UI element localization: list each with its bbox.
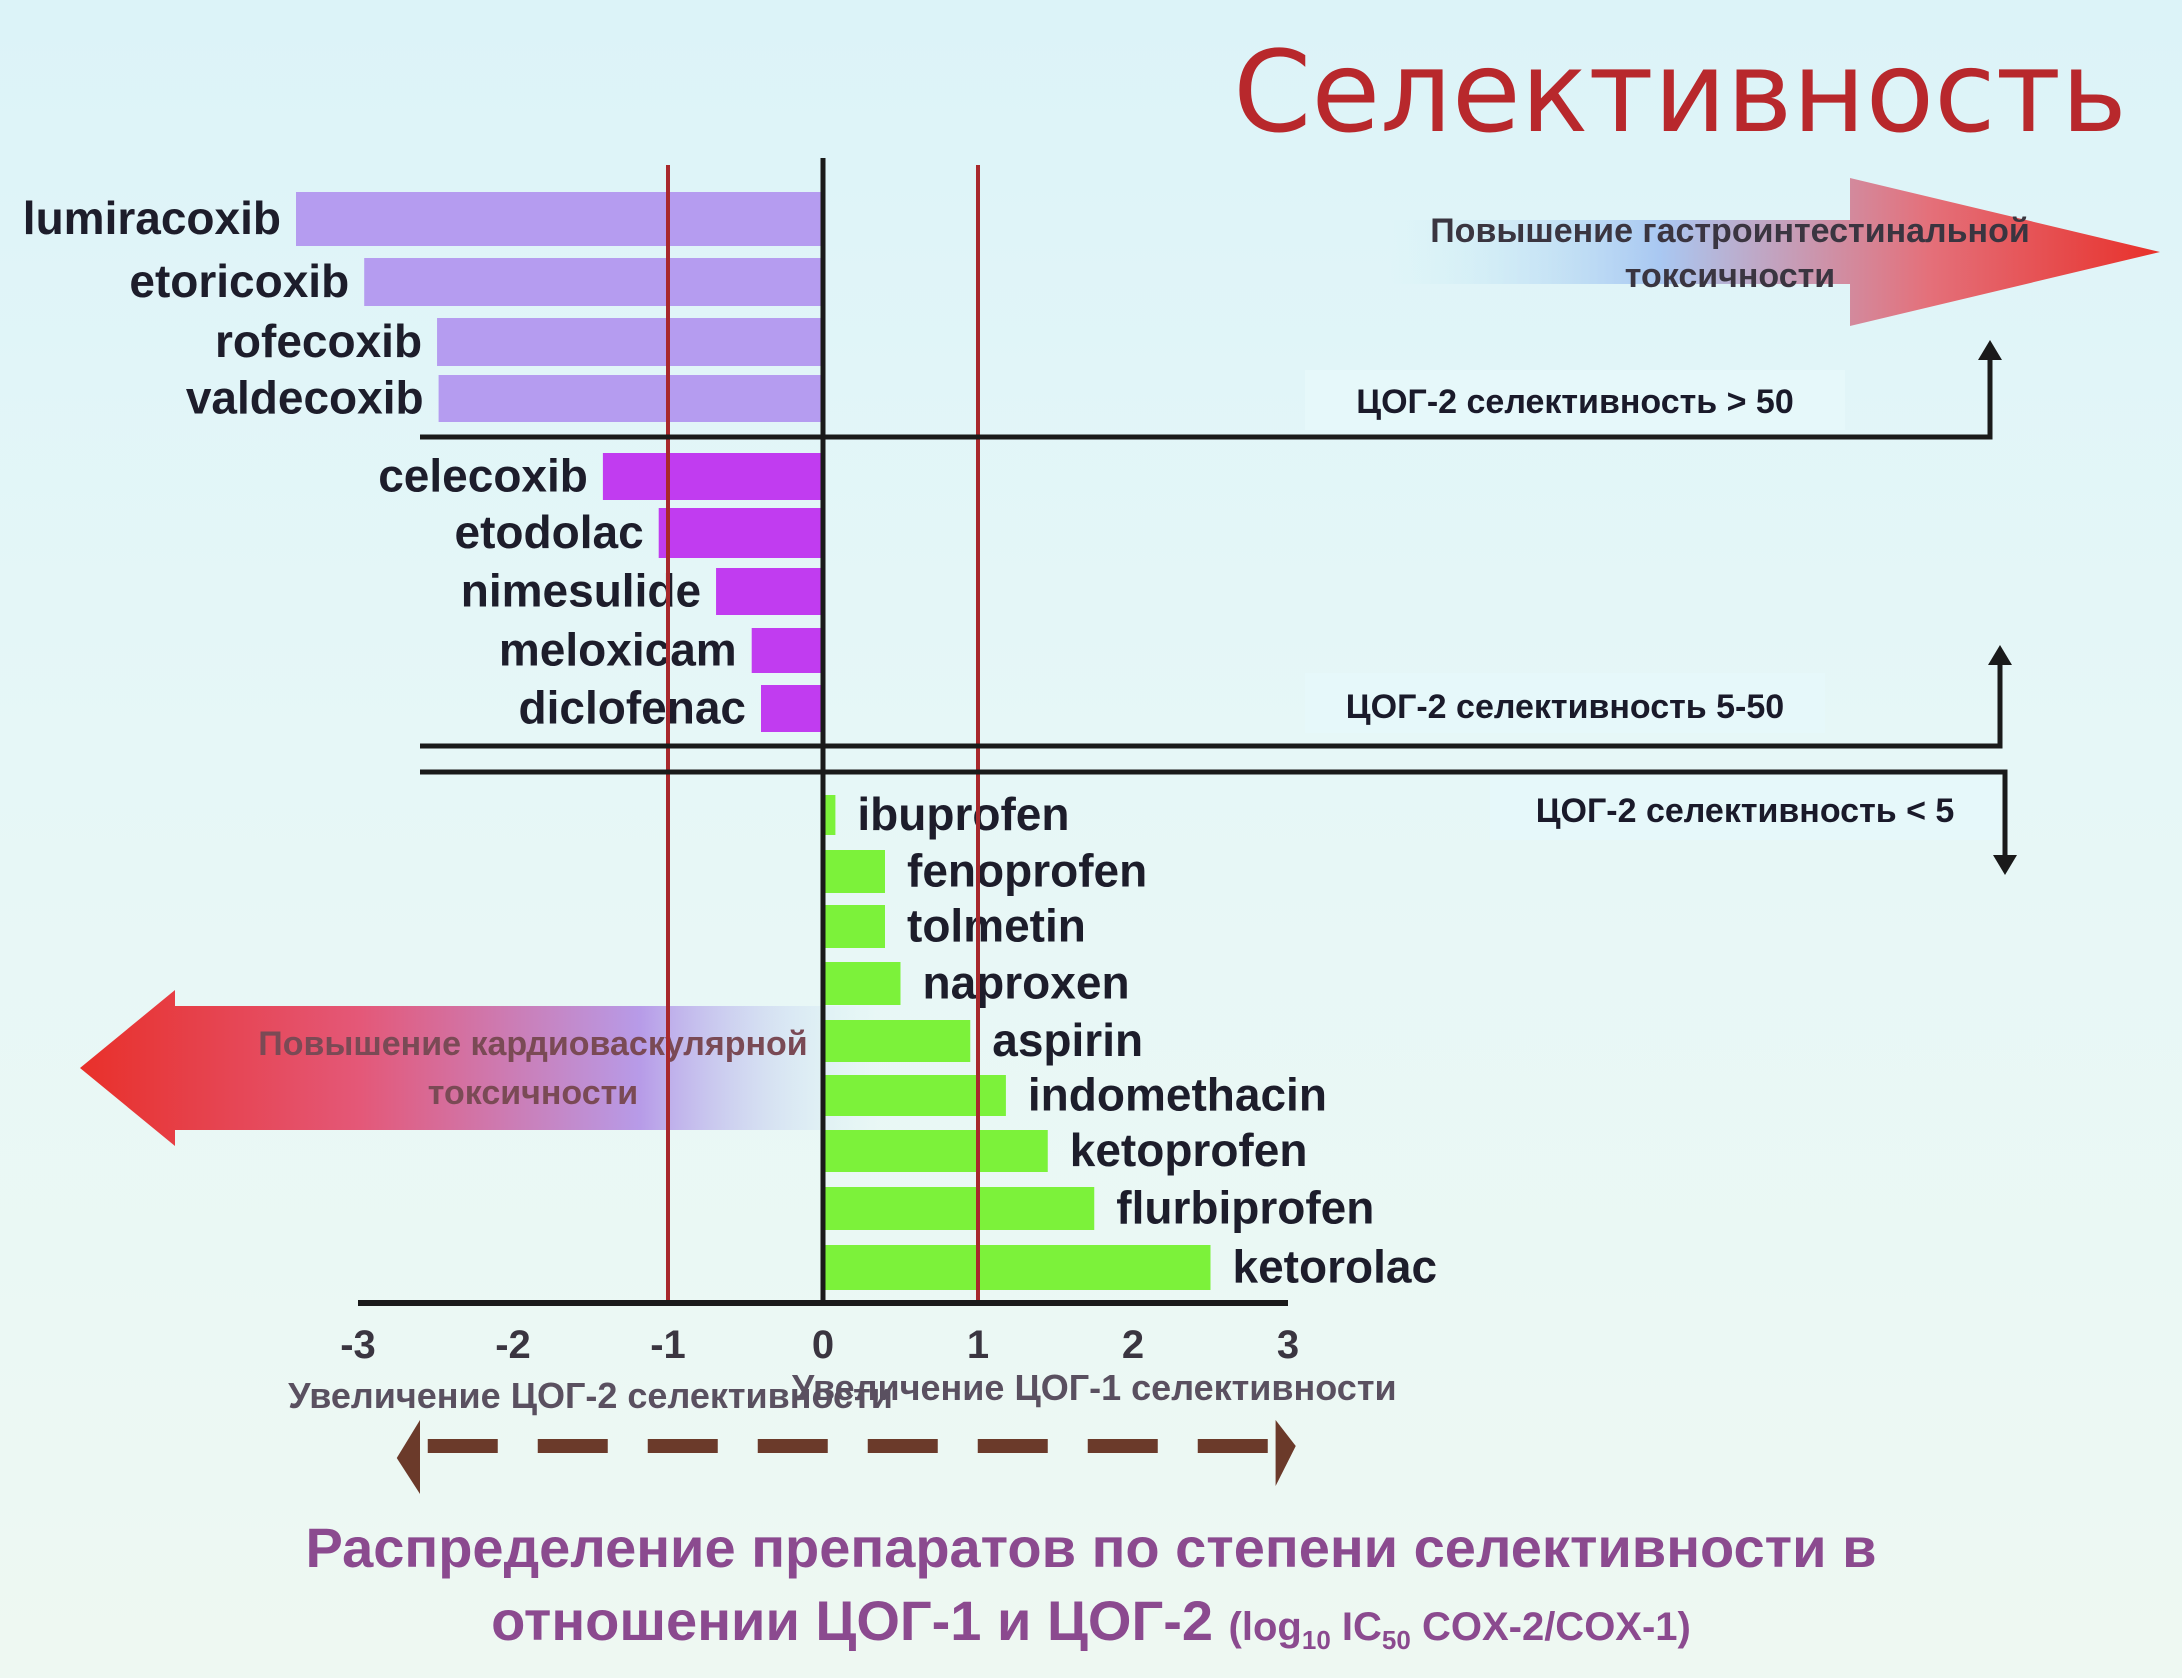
x-tick-label: -3 (340, 1323, 376, 1367)
caption-main-text: отношении ЦОГ-1 и ЦОГ-2 (491, 1589, 1213, 1652)
bar-label-tolmetin: tolmetin (907, 900, 1086, 952)
bar-ibuprofen (823, 795, 836, 835)
bar-tolmetin (823, 905, 885, 948)
bar-etoricoxib (364, 258, 823, 306)
x-tick-label: 0 (812, 1323, 834, 1367)
x-tick-label: -1 (650, 1323, 686, 1367)
bar-etodolac (658, 508, 823, 558)
x-axis-label-right: Увеличение ЦОГ-1 селективности (792, 1367, 1397, 1408)
formula-part: (log (1228, 1605, 1302, 1649)
chart-caption-line1: Распределение препаратов по степени селе… (305, 1516, 1877, 1579)
dashed-arrow-head-left (396, 1420, 420, 1494)
bar-label-ketoprofen: ketoprofen (1070, 1124, 1308, 1176)
group-label: ЦОГ-2 селективность > 50 (1356, 383, 1793, 421)
formula-part: COX-2/COX-1) (1410, 1605, 1691, 1649)
x-tick-label: 1 (967, 1323, 989, 1367)
x-tick-label: -2 (495, 1323, 531, 1367)
bar-label-nimesulide: nimesulide (461, 565, 701, 617)
bar-flurbiprofen (823, 1187, 1095, 1230)
bar-ketoprofen (823, 1130, 1048, 1172)
gi-arrow-text: токсичности (1625, 257, 1835, 295)
bar-nimesulide (716, 568, 823, 615)
bar-label-indomethacin: indomethacin (1028, 1069, 1327, 1121)
down-arrow-head (1993, 855, 2017, 875)
gi-arrow-text: Повышение гастроинтестинальной (1430, 212, 2030, 250)
bar-label-ibuprofen: ibuprofen (857, 788, 1069, 840)
formula-part: IC (1330, 1605, 1382, 1649)
chart-caption-line2: отношении ЦОГ-1 и ЦОГ-2 (log10 IC50 COX-… (0, 1588, 2182, 1656)
bar-indomethacin (823, 1075, 1006, 1116)
bar-label-flurbiprofen: flurbiprofen (1116, 1182, 1374, 1234)
bar-naproxen (823, 962, 901, 1005)
bar-fenoprofen (823, 850, 885, 893)
x-tick-label: 2 (1122, 1323, 1144, 1367)
bar-label-diclofenac: diclofenac (518, 682, 746, 734)
formula-subscript: 50 (1381, 1625, 1411, 1655)
group-label-box (1305, 370, 1845, 430)
bar-rofecoxib (437, 318, 823, 366)
bar-label-etoricoxib: etoricoxib (129, 255, 349, 307)
bar-label-aspirin: aspirin (992, 1014, 1143, 1066)
up-arrow-head (1988, 645, 2012, 665)
bar-meloxicam (751, 628, 823, 673)
bar-lumiracoxib (296, 192, 823, 246)
bar-label-ketorolac: ketorolac (1233, 1241, 1438, 1293)
bar-label-meloxicam: meloxicam (499, 624, 737, 676)
caption-formula: (log10 IC50 COX-2/COX-1) (1228, 1605, 1691, 1655)
bar-aspirin (823, 1020, 971, 1062)
group-label: ЦОГ-2 селективность < 5 (1536, 792, 1955, 830)
bar-label-naproxen: naproxen (923, 957, 1130, 1009)
group-separator-2 (420, 660, 2003, 749)
cv-toxicity-arrow (80, 990, 880, 1146)
bar-label-celecoxib: celecoxib (378, 450, 588, 502)
group-label-box (1490, 780, 2000, 840)
x-tick-label: 3 (1277, 1323, 1299, 1367)
bar-label-fenoprofen: fenoprofen (907, 845, 1147, 897)
up-arrow-head (1978, 340, 2002, 360)
bar-celecoxib (602, 453, 823, 500)
bar-label-etodolac: etodolac (455, 506, 644, 558)
slide-title: Селективность (1233, 28, 2127, 158)
bar-ketorolac (823, 1245, 1211, 1290)
dashed-arrow-head-right (1275, 1420, 1296, 1486)
formula-subscript: 10 (1301, 1625, 1331, 1655)
bar-diclofenac (761, 685, 823, 732)
group-separator-1 (420, 355, 1993, 440)
bar-valdecoxib (438, 375, 823, 422)
cv-arrow-text: Повышение кардиоваскулярной (258, 1025, 807, 1063)
bar-label-valdecoxib: valdecoxib (186, 372, 424, 424)
gi-toxicity-arrow (1390, 178, 2160, 326)
x-axis-label-left: Увеличение ЦОГ-2 селективности (288, 1375, 893, 1416)
cv-arrow-text: токсичности (428, 1074, 638, 1112)
bar-label-lumiracoxib: lumiracoxib (23, 192, 281, 244)
group-label: ЦОГ-2 селективность 5-50 (1346, 688, 1784, 726)
group-separator-3 (420, 769, 2008, 860)
group-label-box (1305, 673, 1825, 733)
bar-label-rofecoxib: rofecoxib (215, 315, 422, 367)
